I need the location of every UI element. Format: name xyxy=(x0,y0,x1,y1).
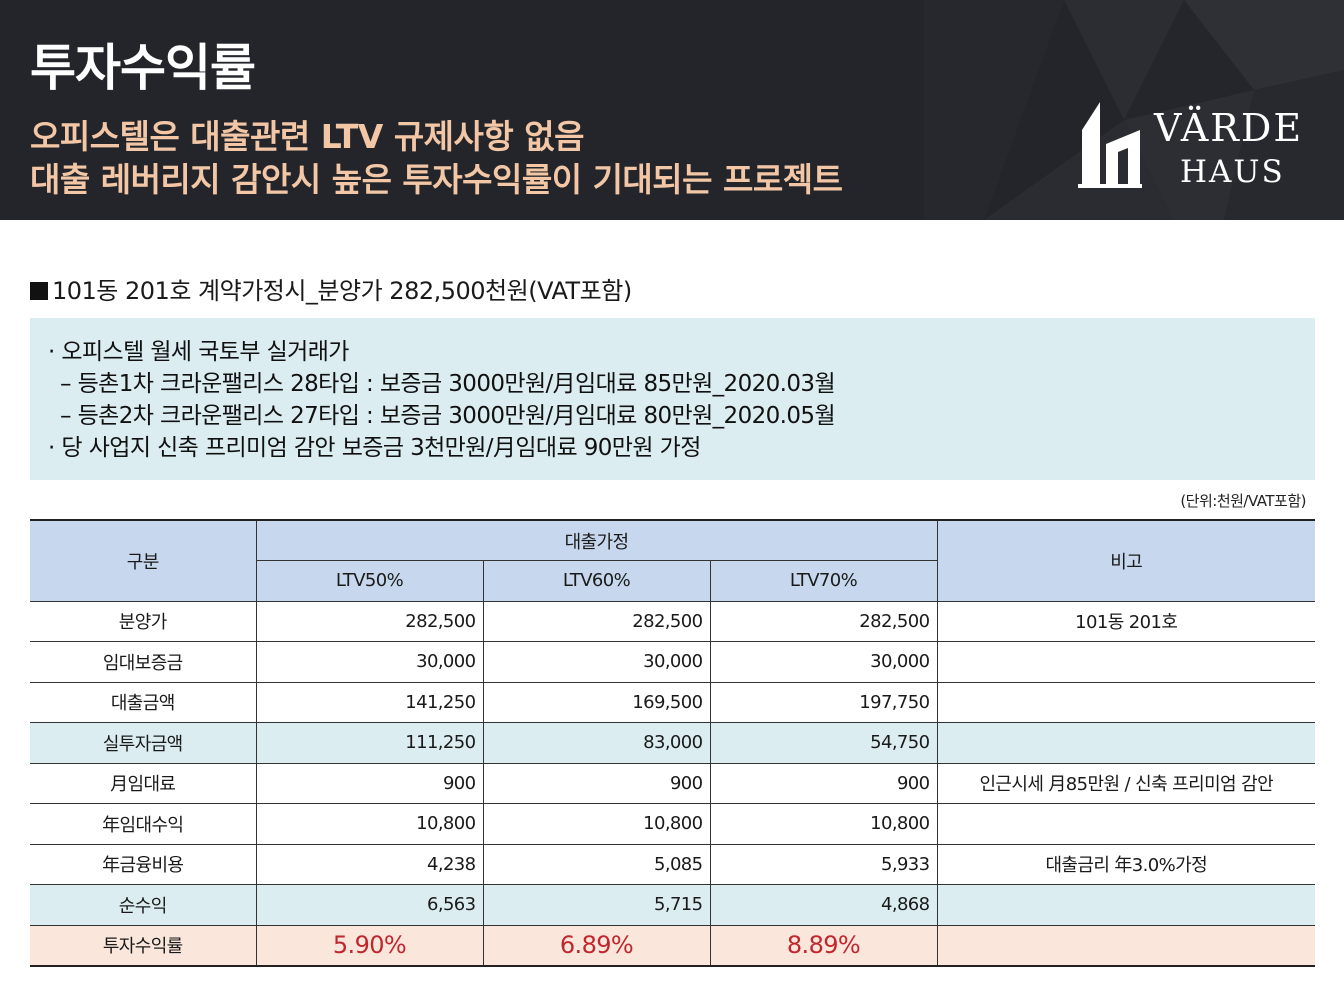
table-row: 실투자금액 111,250 83,000 54,750 xyxy=(30,722,1315,764)
cell-ltv60: 83,000 xyxy=(482,722,711,764)
cell-ltv70: 900 xyxy=(709,762,938,804)
info-box: · 오피스텔 월세 국토부 실거래가 – 등촌1차 크라운팰리스 28타입 : … xyxy=(30,318,1315,480)
cell-ltv50: 10,800 xyxy=(255,803,484,845)
cell-ltv70: 197,750 xyxy=(709,681,938,723)
subtitle-line-2: 대출 레버리지 감안시 높은 투자수익률이 기대되는 프로젝트 xyxy=(30,160,843,199)
cell-note xyxy=(936,803,1315,845)
cell-ltv50: 141,250 xyxy=(255,681,484,723)
row-label: 年금융비용 xyxy=(30,843,257,885)
header-category: 구분 xyxy=(30,519,257,602)
cell-ltv50: 900 xyxy=(255,762,484,804)
row-label: 年임대수익 xyxy=(30,803,257,845)
logo-wordmark-top: VÄRDE xyxy=(1154,106,1304,150)
square-bullet-icon xyxy=(30,282,48,300)
table-row: 年임대수익 10,800 10,800 10,800 xyxy=(30,803,1315,845)
cell-ltv60: 10,800 xyxy=(482,803,711,845)
table-subheader-row: LTV50% LTV60% LTV70% xyxy=(30,560,1315,602)
cell-ltv60: 282,500 xyxy=(482,600,711,642)
logo-wordmark-bottom: HAUS xyxy=(1180,154,1285,190)
info-line-4: · 당 사업지 신축 프리미엄 감안 보증금 3천만원/月임대료 90만원 가정 xyxy=(48,435,701,461)
row-label: 실투자금액 xyxy=(30,722,257,764)
cell-roi-ltv70: 8.89% xyxy=(709,924,938,966)
cell-ltv60: 30,000 xyxy=(482,641,711,683)
cell-ltv50: 4,238 xyxy=(255,843,484,885)
cell-note: 인근시세 月85만원 / 신축 프리미엄 감안 xyxy=(936,762,1315,804)
info-line-2: – 등촌1차 크라운팰리스 28타입 : 보증금 3000만원/月임대료 85만… xyxy=(60,371,836,397)
row-label: 月임대료 xyxy=(30,762,257,804)
cell-roi-ltv60: 6.89% xyxy=(482,924,711,966)
table-row: 月임대료 900 900 900 인근시세 月85만원 / 신축 프리미엄 감안 xyxy=(30,762,1315,804)
cell-ltv60: 900 xyxy=(482,762,711,804)
header-loan-assumption: 대출가정 xyxy=(255,519,938,561)
cell-note xyxy=(936,722,1315,764)
table-row-roi: 투자수익률 5.90% 6.89% 8.89% xyxy=(30,924,1315,966)
row-label: 대출금액 xyxy=(30,681,257,723)
cell-ltv60: 5,715 xyxy=(482,884,711,926)
cell-note: 대출금리 年3.0%가정 xyxy=(936,843,1315,885)
cell-roi-ltv50: 5.90% xyxy=(255,924,484,966)
header-ltv70: LTV70% xyxy=(709,560,937,602)
cell-ltv50: 6,563 xyxy=(255,884,484,926)
cell-ltv70: 30,000 xyxy=(709,641,938,683)
table-row: 대출금액 141,250 169,500 197,750 xyxy=(30,681,1315,723)
header-ltv50: LTV50% xyxy=(256,560,484,602)
table-row: 임대보증금 30,000 30,000 30,000 xyxy=(30,641,1315,683)
table-row: 분양가 282,500 282,500 282,500 101동 201호 xyxy=(30,600,1315,642)
cell-ltv70: 54,750 xyxy=(709,722,938,764)
row-label: 투자수익률 xyxy=(30,924,257,966)
cell-ltv50: 30,000 xyxy=(255,641,484,683)
cell-ltv70: 4,868 xyxy=(709,884,938,926)
table-row: 年금융비용 4,238 5,085 5,933 대출금리 年3.0%가정 xyxy=(30,843,1315,885)
table-row: 순수익 6,563 5,715 4,868 xyxy=(30,884,1315,926)
brand-logo: VÄRDE HAUS xyxy=(1078,100,1318,192)
subtitle-line-1: 오피스텔은 대출관련 LTV 규제사항 없음 xyxy=(30,117,584,156)
header-ltv60: LTV60% xyxy=(482,560,711,602)
cell-note: 101동 201호 xyxy=(936,600,1315,642)
cell-ltv70: 10,800 xyxy=(709,803,938,845)
cell-note xyxy=(936,681,1315,723)
cell-ltv70: 5,933 xyxy=(709,843,938,885)
page-title: 투자수익률 xyxy=(30,39,256,97)
header-note: 비고 xyxy=(936,519,1315,602)
unit-note: (단위:천원/VAT포함) xyxy=(1180,492,1306,510)
returns-table: 구분 대출가정 비고 LTV50% LTV60% LTV70% 분양가 282,… xyxy=(30,519,1315,967)
cell-ltv70: 282,500 xyxy=(709,600,938,642)
row-label: 분양가 xyxy=(30,600,257,642)
info-line-1: · 오피스텔 월세 국토부 실거래가 xyxy=(48,339,349,365)
header-banner: 투자수익률 오피스텔은 대출관련 LTV 규제사항 없음 대출 레버리지 감안시… xyxy=(0,0,1344,220)
cell-ltv60: 169,500 xyxy=(482,681,711,723)
cell-ltv50: 111,250 xyxy=(255,722,484,764)
cell-ltv50: 282,500 xyxy=(255,600,484,642)
section-title-text: 101동 201호 계약가정시_분양가 282,500천원(VAT포함) xyxy=(52,277,632,305)
row-label: 순수익 xyxy=(30,884,257,926)
row-label: 임대보증금 xyxy=(30,641,257,683)
info-line-3: – 등촌2차 크라운팰리스 27타입 : 보증금 3000만원/月임대료 80만… xyxy=(60,403,836,429)
cell-note xyxy=(936,884,1315,926)
cell-note xyxy=(936,924,1315,966)
section-title: 101동 201호 계약가정시_분양가 282,500천원(VAT포함) xyxy=(30,271,632,306)
table-header-row: 구분 대출가정 비고 xyxy=(30,519,1315,602)
logo-mark-icon xyxy=(1078,102,1142,188)
cell-ltv60: 5,085 xyxy=(482,843,711,885)
cell-note xyxy=(936,641,1315,683)
